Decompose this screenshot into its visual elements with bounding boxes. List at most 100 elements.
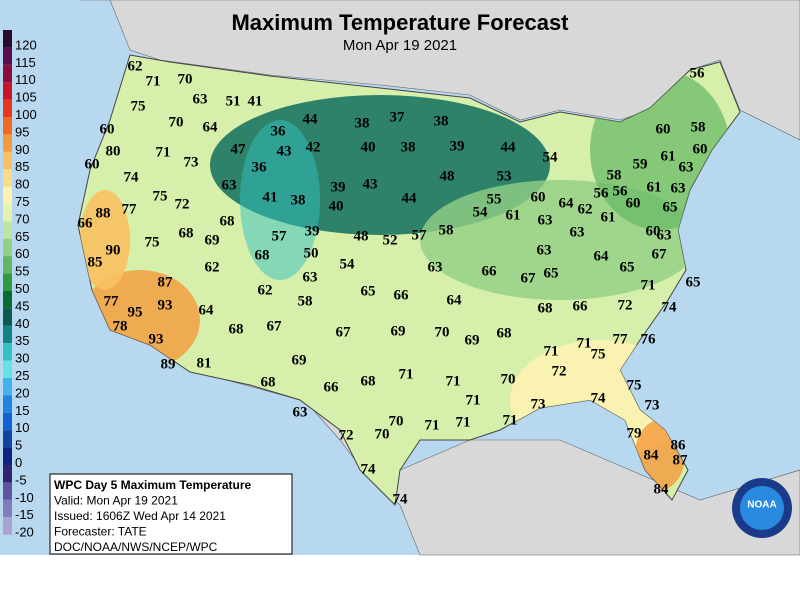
temperature-label: 70: [435, 324, 450, 340]
legend-swatch: [3, 256, 12, 274]
temperature-label: 72: [618, 297, 633, 313]
legend-swatch: [3, 308, 12, 326]
legend-label: 35: [15, 333, 29, 348]
cold-field: [240, 120, 320, 280]
legend-label: 30: [15, 351, 29, 366]
temperature-label: 65: [620, 259, 635, 275]
legend-label: 10: [15, 420, 29, 435]
temperature-label: 69: [465, 332, 480, 348]
legend-swatch: [3, 64, 12, 83]
info-box: [49, 473, 293, 555]
temperature-label: 57: [412, 227, 428, 243]
temperature-label: 89: [161, 356, 176, 372]
legend-swatch: [3, 134, 12, 152]
temperature-label: 53: [497, 168, 512, 184]
legend-label: 85: [15, 159, 29, 174]
temperature-label: 64: [594, 248, 610, 264]
temperature-label: 63: [657, 227, 672, 243]
temperature-label: 77: [104, 293, 120, 309]
legend-label: 45: [15, 298, 29, 313]
legend-label: 110: [15, 72, 36, 87]
temperature-label: 87: [158, 274, 174, 290]
temperature-label: 38: [291, 192, 306, 208]
temperature-label: 79: [627, 425, 642, 441]
temperature-label: 64: [203, 119, 219, 135]
info-line: Forecaster: TATE: [54, 525, 147, 539]
temperature-label: 71: [456, 414, 471, 430]
temperature-label: 74: [361, 461, 377, 477]
temperature-label: 80: [106, 143, 121, 159]
legend-label: 0: [15, 455, 22, 470]
legend-swatch: [3, 430, 12, 448]
temperature-label: 74: [662, 299, 678, 315]
temperature-label: 70: [389, 413, 404, 429]
temperature-label: 68: [261, 374, 276, 390]
temperature-label: 84: [644, 447, 660, 463]
temperature-label: 60: [656, 121, 671, 137]
temperature-label: 93: [158, 297, 173, 313]
temperature-label: 70: [375, 426, 390, 442]
info-line: Valid: Mon Apr 19 2021: [54, 494, 178, 508]
temperature-label: 69: [292, 352, 307, 368]
legend-label: 60: [15, 246, 29, 261]
temperature-label: 63: [537, 242, 552, 258]
temperature-label: 66: [78, 215, 94, 231]
legend-swatch: [3, 273, 12, 291]
temperature-label: 50: [304, 245, 319, 261]
temperature-label: 88: [96, 205, 111, 221]
temperature-label: 75: [145, 234, 160, 250]
temperature-label: 61: [506, 207, 521, 223]
temperature-label: 84: [654, 481, 670, 497]
legend-label: -10: [15, 490, 34, 505]
info-lines: WPC Day 5 Maximum Temperature Valid: Mon …: [54, 478, 251, 554]
temperature-label: 77: [613, 331, 629, 347]
temperature-label: 41: [263, 189, 278, 205]
temperature-label: 43: [277, 143, 292, 159]
legend-label: 105: [15, 90, 37, 105]
canada: [80, 0, 800, 141]
temperature-label: 95: [128, 304, 143, 320]
legend-label: 5: [15, 438, 22, 453]
temperature-label: 68: [220, 213, 235, 229]
logo-text: NOAA: [747, 500, 776, 511]
temperature-label: 64: [559, 195, 575, 211]
legend-label: 50: [15, 281, 29, 296]
temperature-label: 72: [552, 363, 567, 379]
temperature-label: 38: [401, 139, 416, 155]
temperature-label: 63: [303, 269, 318, 285]
legend-label: -5: [15, 472, 27, 487]
temperature-label: 90: [106, 242, 121, 258]
temperature-label: 66: [573, 298, 589, 314]
temperature-label: 72: [339, 427, 354, 443]
temperature-label: 60: [85, 156, 100, 172]
temperature-label: 52: [383, 232, 398, 248]
temperature-label: 60: [626, 195, 641, 211]
temperature-label: 65: [361, 283, 376, 299]
temperature-label: 62: [578, 201, 593, 217]
temperature-label: 66: [394, 287, 410, 303]
subtitle: Mon Apr 19 2021: [343, 37, 457, 54]
noaa-logo-inner: [740, 486, 784, 530]
info-line: WPC Day 5 Maximum Temperature: [54, 478, 251, 492]
legend-swatch: [3, 151, 12, 170]
info-line: DOC/NOAA/NWS/NCEP/WPC: [54, 540, 218, 554]
temperature-label: 63: [570, 224, 585, 240]
temperature-label: 69: [391, 323, 406, 339]
legend-label: 120: [15, 37, 37, 52]
temperature-label: 68: [179, 225, 194, 241]
temperature-label: 75: [627, 377, 642, 393]
legend-swatch: [3, 169, 12, 187]
legend-label: 20: [15, 385, 29, 400]
temperature-label: 60: [646, 223, 661, 239]
legend-label: 100: [15, 107, 37, 122]
temperature-label: 71: [577, 335, 592, 351]
temperature-label: 38: [434, 113, 449, 129]
temperature-label: 73: [184, 154, 199, 170]
legend-swatch: [3, 325, 12, 344]
temperature-label: 44: [303, 111, 319, 127]
temperature-label: 66: [482, 263, 498, 279]
legend-swatch: [3, 204, 12, 222]
legend-swatch: [3, 482, 12, 500]
temperature-label: 62: [205, 259, 220, 275]
